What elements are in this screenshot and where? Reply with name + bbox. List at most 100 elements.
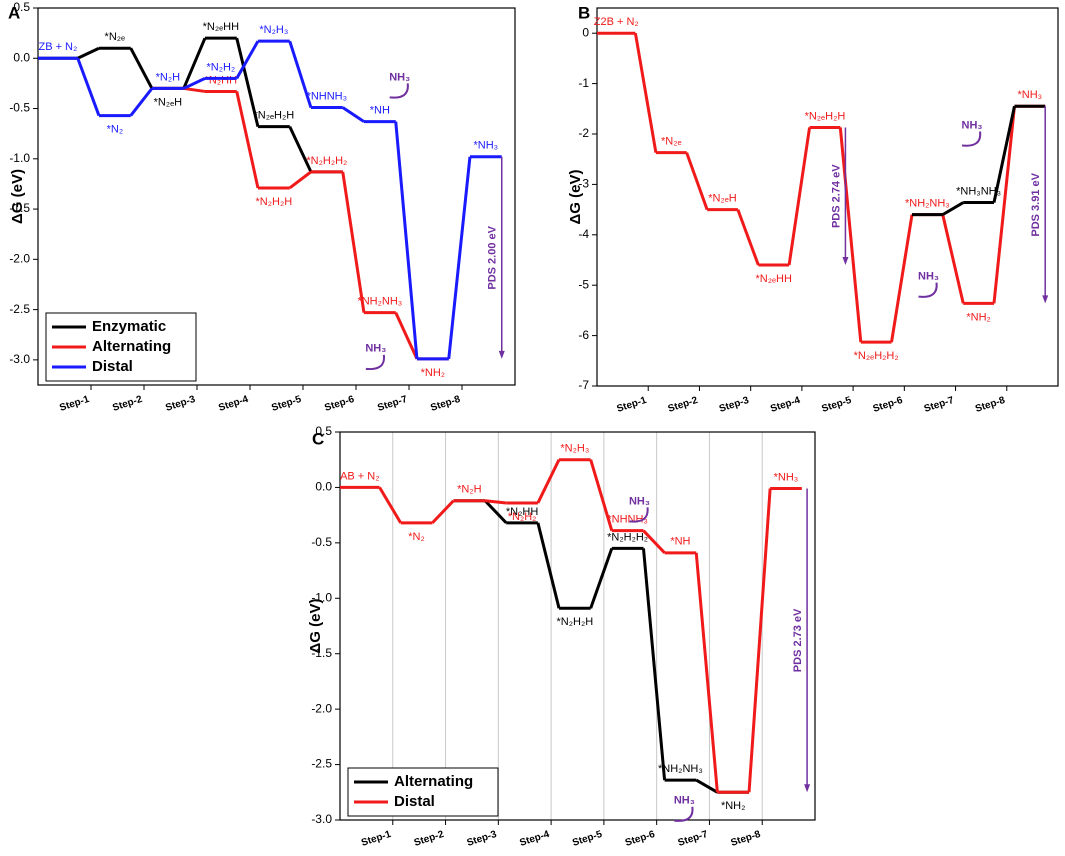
connector — [992, 106, 1016, 304]
connector — [838, 127, 863, 343]
level-label: *NH₂ — [966, 311, 990, 323]
level-label: *N₂H₂H — [557, 616, 594, 628]
panel-letter: A — [8, 3, 20, 22]
y-tick-label: -6 — [578, 328, 589, 342]
level-label: *NH₂NH₃ — [357, 296, 402, 308]
y-tick-label: -3.0 — [9, 352, 30, 366]
level-label: *NH₂ — [421, 367, 445, 379]
y-tick-label: -0.5 — [311, 535, 332, 549]
release-label: NH₃ — [365, 343, 386, 355]
x-tick-label: Step-8 — [729, 829, 762, 849]
connector — [341, 171, 366, 313]
panel-letter: B — [578, 3, 590, 22]
panel: A ΔG (eV) 0.5 0.0 -0.5 -1.0 -1.5 -2.0 -2.5 -3.0 St… — [8, 0, 516, 414]
x-tick-label: Step-6 — [323, 394, 356, 414]
level-label: *N₂ₑH₂H₂ — [854, 350, 899, 362]
level-label: *N₂ₑH — [154, 96, 183, 108]
pds-label: PDS 3.91 eV — [1030, 172, 1042, 236]
pds-label: PDS 2.00 eV — [487, 225, 499, 289]
level-label: Z2B + N₂ — [594, 16, 639, 28]
x-tick-label: Step-7 — [376, 394, 409, 414]
level-label: *N₂ₑHH — [755, 273, 792, 285]
legend-label: Enzymatic — [92, 318, 166, 335]
connector — [536, 522, 561, 609]
pds-label: PDS 2.73 eV — [792, 608, 804, 672]
x-tick-label: Step-5 — [571, 829, 604, 849]
level-label: *NH₃ — [474, 140, 499, 152]
level-label: *N₂ₑH₂H — [253, 110, 294, 122]
x-tick-label: Step-2 — [111, 394, 144, 414]
level-label: *NH₂NH₃ — [905, 198, 950, 210]
connector — [536, 459, 561, 504]
level-label: *N₂ₑHH — [203, 21, 240, 33]
legend-label: Alternating — [394, 773, 473, 790]
y-tick-label: -1.5 — [9, 201, 30, 215]
connector — [642, 529, 666, 554]
connector — [394, 311, 419, 360]
legend-label: Distal — [92, 358, 133, 375]
level-label: *NH₂NH₃ — [658, 763, 703, 775]
x-tick-label: Step-3 — [164, 394, 197, 414]
arrow-head — [804, 784, 811, 793]
connector — [288, 125, 313, 173]
y-tick-label: -1.0 — [311, 590, 332, 604]
y-tick-label: -1 — [578, 76, 589, 90]
connector — [378, 486, 402, 524]
x-tick-label: Step-3 — [466, 829, 499, 849]
level-label: *N₂H₂H₂ — [306, 155, 347, 167]
legend-label: Distal — [394, 793, 435, 810]
plot-frame — [37, 7, 516, 386]
connector — [685, 152, 709, 211]
release-label: NH₃ — [389, 71, 410, 83]
level-label: *N₂ₑH — [708, 193, 737, 205]
connector — [341, 106, 365, 123]
y-tick-label: -5 — [578, 277, 589, 291]
level-label: *N₂H — [457, 484, 481, 496]
connector — [183, 86, 206, 93]
connector — [235, 40, 260, 80]
level-label: *N₂ₑH₂H — [805, 110, 846, 122]
level-label: *N₂HH — [205, 74, 237, 86]
connector — [589, 547, 614, 609]
connector — [736, 209, 760, 266]
connector — [589, 459, 614, 532]
level-label: *N₂H₃ — [259, 24, 288, 36]
connector — [182, 37, 207, 90]
level-label: *NH₂ — [721, 800, 745, 812]
x-tick-label: Step-2 — [667, 395, 700, 415]
x-tick-label: Step-6 — [872, 395, 905, 415]
level-label: *N₂ₑ — [661, 136, 682, 148]
arrow-head — [842, 257, 849, 266]
level-label: *NH₃ — [774, 471, 799, 483]
connector — [183, 77, 206, 90]
connector — [431, 499, 455, 524]
y-tick-label: 0.5 — [13, 0, 30, 14]
level-label: *NH — [370, 105, 390, 117]
y-tick-label: -3.0 — [311, 812, 332, 826]
y-tick-label: -1.5 — [311, 646, 332, 660]
connector — [129, 47, 154, 90]
connector — [77, 46, 100, 60]
level-label: *NH₃NH₃ — [956, 185, 1001, 197]
panel-letter: C — [312, 429, 324, 448]
y-axis-label: ΔG (eV) — [567, 170, 584, 225]
level-label: *N₂H₂ — [508, 511, 537, 523]
y-tick-label: -1.0 — [9, 151, 30, 165]
connector — [695, 778, 719, 794]
level-label: *N₂H — [156, 71, 180, 83]
x-tick-label: Step-8 — [974, 395, 1007, 415]
connector — [76, 57, 101, 117]
x-tick-label: Step-7 — [677, 829, 710, 849]
connector — [235, 91, 260, 189]
connector — [235, 37, 260, 127]
connector — [633, 32, 658, 153]
plot-frame — [339, 431, 816, 821]
connector — [484, 499, 508, 524]
y-axis-label: ΔG (eV) — [307, 599, 324, 654]
y-tick-label: -2 — [578, 126, 589, 140]
connector — [787, 127, 812, 266]
release-arrow — [365, 354, 386, 371]
release-arrow — [629, 507, 649, 523]
x-tick-label: Step-3 — [718, 395, 751, 415]
